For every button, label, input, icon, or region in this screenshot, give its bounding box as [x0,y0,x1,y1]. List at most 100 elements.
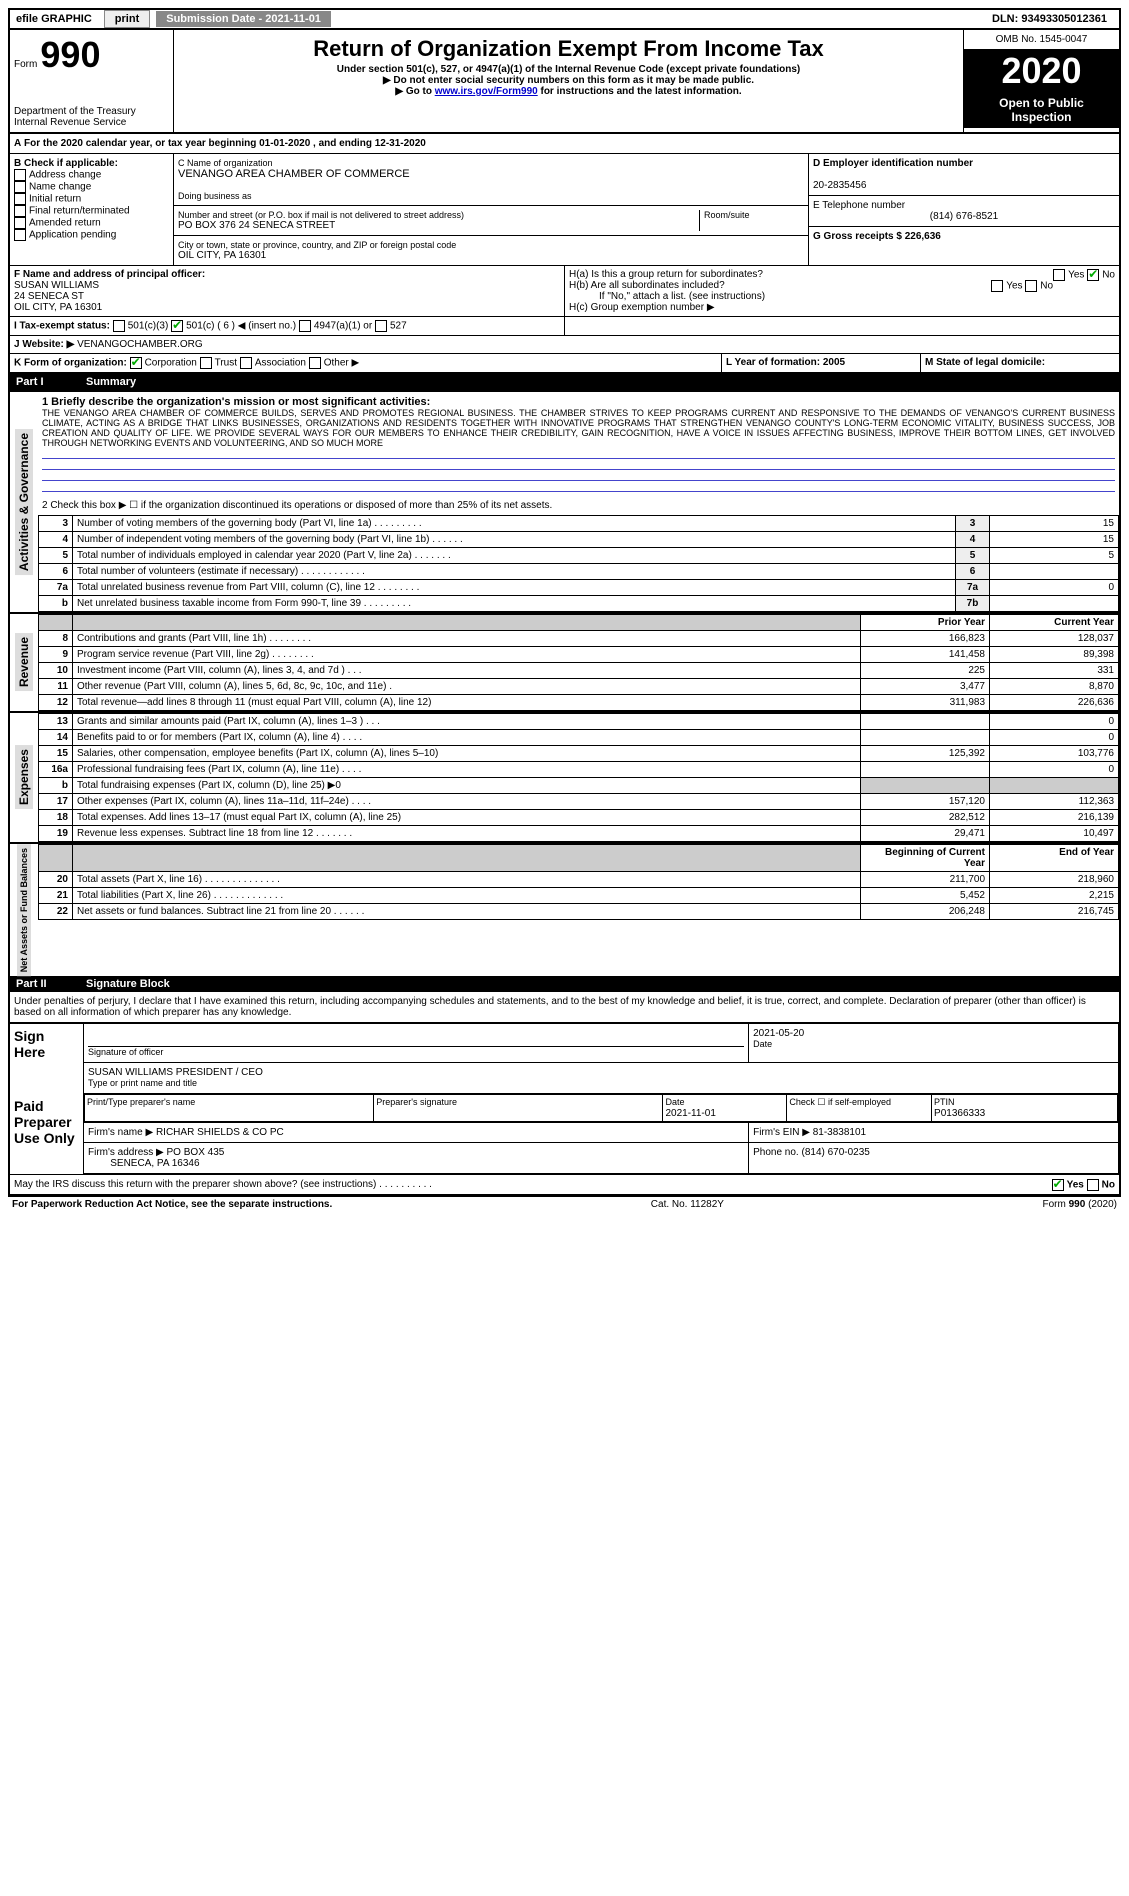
l1-label: 1 Briefly describe the organization's mi… [42,396,430,408]
summary-row: 9Program service revenue (Part VIII, lin… [39,647,1119,663]
L-label: L Year of formation: 2005 [726,357,845,368]
summary-row: bTotal fundraising expenses (Part IX, co… [39,778,1119,794]
firm-phone-label: Phone no. [753,1147,799,1158]
ssn-note: ▶ Do not enter social security numbers o… [182,75,955,86]
summary-row: 10Investment income (Part VIII, column (… [39,663,1119,679]
K-trust[interactable] [200,357,212,369]
gross-receipts: G Gross receipts $ 226,636 [809,227,1119,246]
line2: 2 Check this box ▶ ☐ if the organization… [38,496,1119,515]
goto-prefix: ▶ Go to [395,86,434,97]
I-501c3[interactable] [113,320,125,332]
Hc-label: H(c) Group exemption number ▶ [569,302,1115,313]
summary-row: 21Total liabilities (Part X, line 26) . … [39,888,1119,904]
sign-here-label: Sign Here [10,1023,84,1094]
chk-amended-return[interactable]: Amended return [14,217,169,229]
summary-row: 7aTotal unrelated business revenue from … [39,580,1119,596]
summary-row: 4Number of independent voting members of… [39,532,1119,548]
org-name-box: C Name of organization VENANGO AREA CHAM… [174,154,808,206]
chk-initial-return[interactable]: Initial return [14,193,169,205]
ptin-label: PTIN [934,1097,955,1107]
K-other[interactable] [309,357,321,369]
col-B: B Check if applicable: Address change Na… [10,154,174,265]
goto-suffix: for instructions and the latest informat… [538,86,742,97]
summary-row: 11Other revenue (Part VIII, column (A), … [39,679,1119,695]
firm-addr-label: Firm's address ▶ [88,1147,164,1158]
address-box: Number and street (or P.O. box if mail i… [174,206,808,236]
prep-date: 2021-11-01 [665,1108,715,1119]
I-4947[interactable] [299,320,311,332]
I-row: I Tax-exempt status: 501(c)(3) 501(c) ( … [10,317,1119,336]
chk-address-change[interactable]: Address change [14,169,169,181]
summary-row: 13Grants and similar amounts paid (Part … [39,714,1119,730]
line1-block: 1 Briefly describe the organization's mi… [38,392,1119,496]
prep-sig-label: Preparer's signature [376,1097,457,1107]
Ha-yes[interactable] [1053,269,1065,281]
phone-box: E Telephone number (814) 676-8521 [809,196,1119,227]
footer-mid: Cat. No. 11282Y [651,1199,724,1210]
form-number-cell: Form 990 Department of the Treasury Inte… [10,30,174,132]
dept-treasury: Department of the Treasury [14,106,169,117]
K-assoc[interactable] [240,357,252,369]
submission-date-button[interactable]: Submission Date - 2021-11-01 [156,11,331,27]
print-button[interactable]: print [104,10,150,28]
I-501c[interactable] [171,320,183,332]
form-title: Return of Organization Exempt From Incom… [182,36,955,62]
I-527[interactable] [375,320,387,332]
omb-number: OMB No. 1545-0047 [964,30,1119,50]
K-corp[interactable] [130,357,142,369]
dept-irs: Internal Revenue Service [14,117,169,128]
city-label: City or town, state or province, country… [178,240,804,250]
col-C: C Name of organization VENANGO AREA CHAM… [174,154,808,265]
Hb-no[interactable] [1025,280,1037,292]
part1-title: Summary [86,376,136,388]
summary-row: 15Salaries, other compensation, employee… [39,746,1119,762]
page-footer: For Paperwork Reduction Act Notice, see … [8,1196,1121,1212]
form-prefix: Form [14,59,37,70]
check-se[interactable]: Check ☐ if self-employed [789,1097,891,1107]
firm-ein-label: Firm's EIN ▶ [753,1127,810,1138]
date-label: Date [753,1039,772,1049]
chk-app-pending[interactable]: Application pending [14,229,169,241]
summary-row: 17Other expenses (Part IX, column (A), l… [39,794,1119,810]
mission-line [42,470,1115,481]
officer-signature-line[interactable] [88,1028,744,1047]
chk-final-return[interactable]: Final return/terminated [14,205,169,217]
Ha-no[interactable] [1087,269,1099,281]
sig-date: 2021-05-20 [753,1028,1114,1039]
top-bar: efile GRAPHIC print Submission Date - 20… [10,10,1119,30]
open-public: Open to Public Inspection [964,92,1119,128]
F-label: F Name and address of principal officer: [14,269,205,280]
summary-row: 16aProfessional fundraising fees (Part I… [39,762,1119,778]
firm-addr: PO BOX 435 [167,1147,225,1158]
F-H-row: F Name and address of principal officer:… [10,265,1119,317]
expenses-table: 13Grants and similar amounts paid (Part … [38,713,1119,842]
H-block: H(a) Is this a group return for subordin… [564,266,1119,316]
city-box: City or town, state or province, country… [174,236,808,265]
summary-row: 8Contributions and grants (Part VIII, li… [39,631,1119,647]
F-name: SUSAN WILLIAMS [14,280,99,291]
line-A-prefix: A [14,138,21,149]
irs-link[interactable]: www.irs.gov/Form990 [435,86,538,97]
city-value: OIL CITY, PA 16301 [178,250,804,261]
firm-phone: (814) 670-0235 [801,1147,869,1158]
Hb-yes[interactable] [991,280,1003,292]
F-officer: F Name and address of principal officer:… [10,266,564,316]
ag-label: Activities & Governance [15,429,33,575]
ein-value: 20-2835456 [813,180,866,191]
J-row: J Website: ▶ VENANGOCHAMBER.ORG [10,336,1119,354]
paid-preparer-label: Paid Preparer Use Only [10,1094,84,1174]
line-A-text: For the 2020 calendar year, or tax year … [24,138,426,149]
discuss-yes[interactable] [1052,1179,1064,1191]
I-label: I Tax-exempt status: [14,321,110,332]
website-value: VENANGOCHAMBER.ORG [77,339,203,350]
chk-name-change[interactable]: Name change [14,181,169,193]
bcy-header: Beginning of Current Year [861,845,990,872]
G-label: G Gross receipts $ 226,636 [813,231,941,242]
summary-row: 14Benefits paid to or for members (Part … [39,730,1119,746]
summary-row: bNet unrelated business taxable income f… [39,596,1119,612]
addr-value: PO BOX 376 24 SENECA STREET [178,220,699,231]
summary-row: 12Total revenue—add lines 8 through 11 (… [39,695,1119,711]
discuss-no[interactable] [1087,1179,1099,1191]
summary-row: 5Total number of individuals employed in… [39,548,1119,564]
firm-ein: 81-3838101 [813,1127,866,1138]
